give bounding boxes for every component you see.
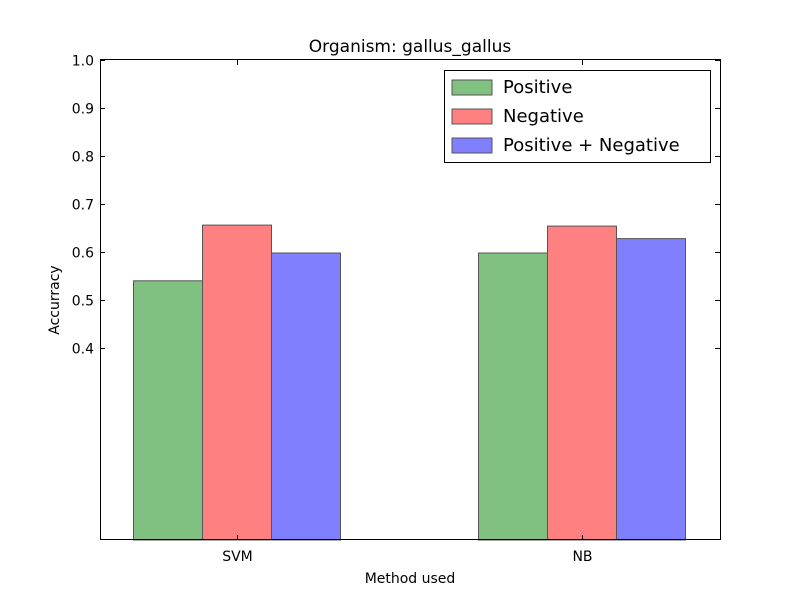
bar-svm-positive [133, 280, 203, 541]
legend-label: Positive + Negative [503, 135, 680, 156]
legend-swatch [451, 137, 493, 154]
legend-label: Negative [503, 106, 584, 127]
legend-swatch [451, 108, 493, 125]
chart-title: Organism: gallus_gallus [309, 37, 512, 57]
y-tick-label: 0.5 [72, 294, 94, 310]
x-tick-label: NB [572, 549, 592, 565]
legend-label: Positive [503, 77, 572, 98]
plot-frame [100, 59, 721, 540]
x-axis-label: Method used [365, 571, 456, 587]
y-tick-label: 1.0 [72, 54, 94, 70]
bar-nb-negative [547, 225, 617, 541]
x-axis-ticks: SVM NB [222, 60, 593, 565]
legend-swatch [451, 79, 493, 96]
bar-svm-positive-negative [271, 252, 341, 541]
bar-nb-positive [478, 252, 548, 541]
bar-nb-positive-negative [616, 238, 686, 541]
y-axis-label: Accurracy [47, 265, 63, 334]
y-tick-label: 0.7 [72, 198, 94, 214]
legend: Positive Negative Positive + Negative [444, 70, 711, 163]
bar-svm-negative [202, 224, 272, 541]
y-tick-label: 0.6 [72, 246, 94, 262]
bars-layer [133, 224, 686, 541]
y-tick-label: 0.9 [72, 102, 94, 118]
y-tick-label: 0.8 [72, 150, 94, 166]
x-tick-label: SVM [222, 549, 253, 565]
y-axis-ticks: 0.4 0.5 0.6 0.7 0.8 0.9 1.0 [72, 54, 720, 358]
y-tick-label: 0.4 [72, 342, 94, 358]
